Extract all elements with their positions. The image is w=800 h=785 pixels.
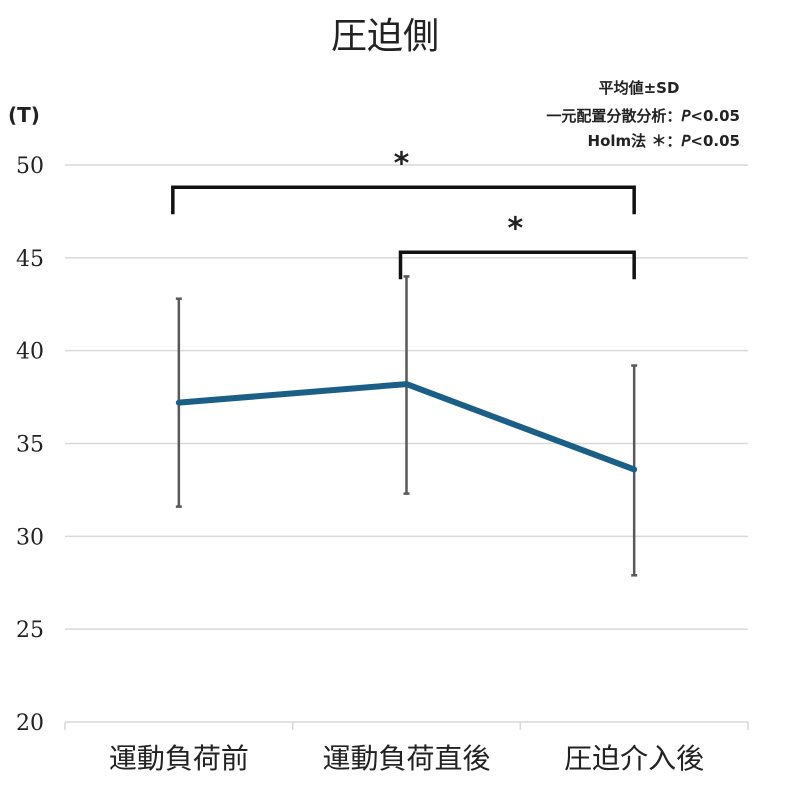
series-line	[175, 381, 638, 473]
y-tick-label: 20	[16, 711, 44, 736]
series-layer	[175, 381, 638, 473]
axis-layer: 20 25 30 35 40 45 50 運動負荷前 運動負荷直後 圧迫介入後	[16, 154, 749, 775]
y-tick-label: 40	[16, 340, 44, 365]
y-tick-label: 25	[16, 618, 44, 643]
significance-star: *	[394, 146, 410, 181]
x-tick-label: 運動負荷前	[109, 742, 249, 775]
y-tick-label: 30	[16, 525, 44, 550]
significance-bracket	[171, 185, 636, 215]
x-tick-label: 圧迫介入後	[564, 742, 704, 775]
annotation-holm: Holm法 ＊：𝘗<0.05	[588, 132, 740, 150]
chart-title: 圧迫側	[331, 16, 439, 57]
significance-bracket	[398, 250, 636, 280]
y-tick-label: 45	[16, 247, 44, 272]
annotation-anova: 一元配置分散分析：𝘗<0.05	[546, 107, 740, 125]
significance-star: *	[507, 211, 523, 246]
y-tick-label: 35	[16, 433, 44, 458]
y-tick-label: 50	[16, 154, 44, 179]
x-tick-label: 運動負荷直後	[322, 742, 490, 775]
y-axis-unit: (T)	[8, 103, 40, 127]
annotation-mean-sd: 平均値±SD	[599, 79, 680, 97]
error-bar-layer	[175, 275, 638, 577]
significance-layer: **	[171, 146, 636, 280]
